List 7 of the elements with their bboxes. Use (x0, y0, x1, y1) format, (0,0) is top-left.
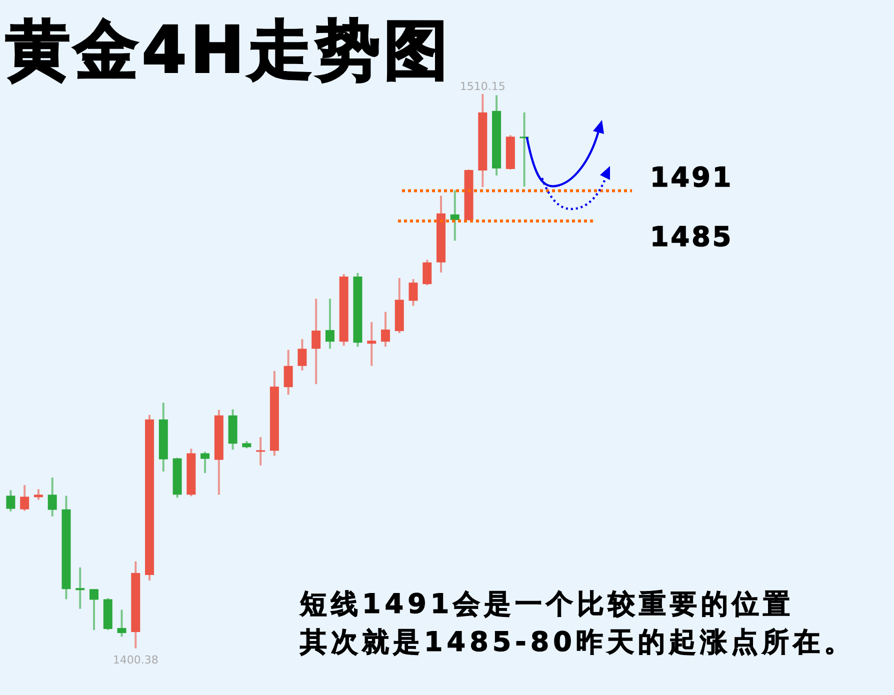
ref-line-label: 1485 (650, 222, 734, 253)
annotation: 其次就是1485-80昨天的起涨点所在。 (299, 627, 855, 658)
annotation: 短线1491会是一个比较重要的位置 (299, 589, 794, 620)
chart-title: 黄金4H走势图 (6, 14, 452, 88)
annotation: 1400.38 (112, 653, 158, 666)
annotation: 1510.15 (460, 80, 506, 93)
ref-line-label: 1491 (650, 162, 734, 194)
